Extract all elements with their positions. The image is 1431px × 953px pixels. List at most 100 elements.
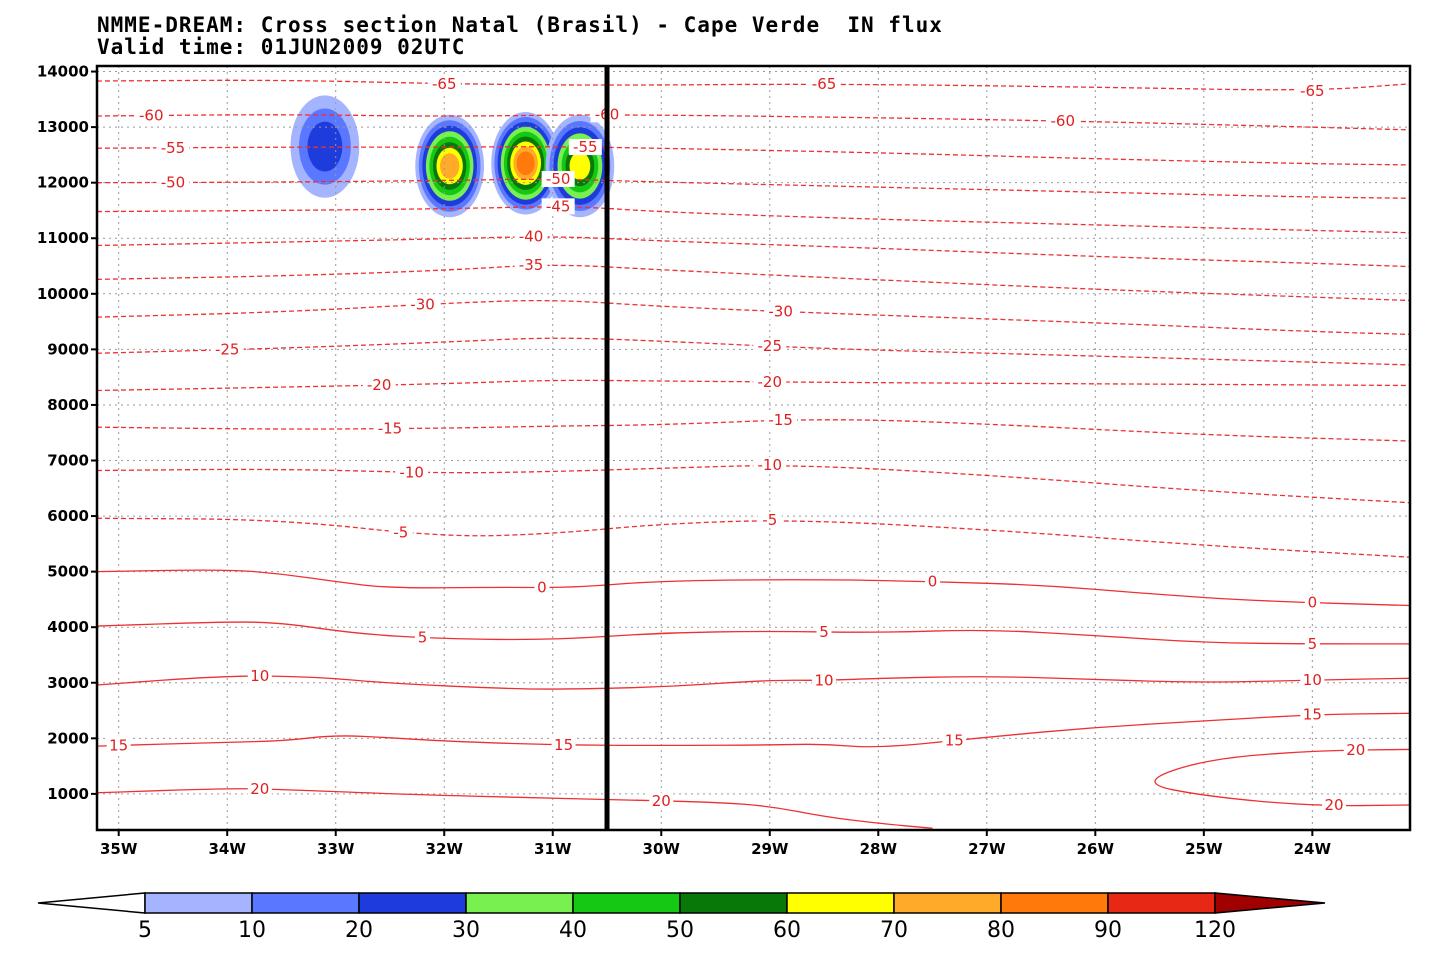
x-tick-label-0: 35W [100,840,138,858]
contour-label-13-1: 0 [928,573,938,591]
contour-label-8-1: -25 [758,337,783,355]
colorbar-label-8: 80 [987,918,1015,943]
contour-label-bg-13-2 [1304,594,1320,611]
contour-label-bg-10-1 [764,412,798,429]
isotherm-1 [97,114,1410,131]
y-tick-label-12: 13000 [37,118,89,136]
contour-label-18-1: 20 [1324,796,1343,814]
contour-label-bg-2-1 [568,139,602,156]
contour-label-bg-0-1 [807,75,841,92]
contour-label-5-0: -40 [519,228,544,246]
contour-label-4-0: -45 [546,197,571,215]
chart-title: NMME-DREAM: Cross section Natal (Brasil)… [97,13,943,37]
y-tick-label-4: 5000 [47,563,89,581]
isotherm-0 [97,79,1410,91]
contour-label-bg-16-0 [106,737,131,754]
colorbar-box-4 [572,892,681,914]
temperature-contours [97,79,1410,829]
isotherm-8 [97,337,1410,366]
x-axis: 35W 34W 33W 32W 31W 30W 29W 28W 27W 26W 25W 24W [100,830,1332,858]
colorbar-box-8 [1000,892,1109,914]
colorbar-box-5 [679,892,788,914]
contour-label-2-0: -55 [161,139,186,157]
contour-label-bg-8-1 [753,338,787,355]
contour-label-bg-17-1 [649,792,674,809]
x-tick-label-4: 31W [534,840,572,858]
contour-label-18-0: 20 [1346,741,1365,759]
isotherm-2 [97,146,1410,166]
contour-label-16-2: 15 [945,732,964,750]
dotted-grid [97,66,1410,830]
contour-label-14-0: 5 [418,629,428,647]
flux-blob-2-level-9 [516,151,535,176]
colorbar-label-7: 70 [880,918,908,943]
contour-label-bg-0-2 [1295,83,1329,100]
contour-label-10-1: -15 [768,411,793,429]
contour-label-bg-12-1 [757,512,782,529]
isotherm-11 [97,465,1410,504]
isotherm-12 [97,517,1410,558]
x-tick-label-2: 33W [317,840,355,858]
colorbar-high-arrow [1214,892,1326,914]
colorbar-label-5: 50 [666,918,694,943]
plot-frame [95,64,1412,832]
contour-label-bg-18-0 [1343,742,1368,759]
contour-label-9-1: -20 [758,373,783,391]
colorbar-box-1 [251,892,360,914]
contour-label-3-1: -50 [546,170,571,188]
contour-label-3-0: -50 [161,173,186,191]
contour-label-15-0: 10 [250,667,269,685]
isotherm-4 [97,206,1410,234]
contour-label-bg-15-2 [1300,671,1325,688]
colorbar-label-1: 10 [238,918,266,943]
flux-blob-1-level-8 [440,153,460,179]
contour-label-11-0: -10 [399,463,424,481]
contour-labels: -65-65-65-60-60-60-55-55-50-50-45-40-35-… [106,75,1368,814]
colorbar-box-3 [465,892,574,914]
contour-label-bg-16-2 [942,732,967,749]
contour-label-bg-0-0 [427,75,461,92]
isotherm-13 [97,569,1410,607]
contour-label-bg-8-0 [210,341,244,358]
contour-label-8-0: -25 [215,341,240,359]
contour-label-13-0: 0 [537,579,547,597]
contour-label-bg-1-0 [134,107,168,124]
contour-label-13-2: 0 [1308,594,1318,612]
contour-label-2-1: -55 [573,138,598,156]
contour-label-10-0: -15 [378,420,403,438]
contour-label-16-1: 15 [554,736,573,754]
x-tick-label-5: 30W [643,840,681,858]
y-tick-label-11: 12000 [37,174,89,192]
contour-label-bg-4-0 [541,198,575,215]
x-tick-label-6: 29W [751,840,789,858]
contour-label-bg-14-2 [1304,635,1320,652]
colorbar-box-6 [786,892,895,914]
isotherm-6 [97,264,1410,302]
isotherm-5 [97,236,1410,268]
y-tick-label-2: 3000 [47,674,89,692]
contour-label-bg-18-1 [1322,796,1347,813]
contour-label-0-1: -65 [812,75,837,93]
contour-label-15-1: 10 [814,672,833,690]
flux-shading [290,95,615,218]
contour-label-bg-2-0 [156,139,190,156]
contour-label-14-1: 5 [819,623,829,641]
colorbar-box-9 [1107,892,1216,914]
contour-label-0-0: -65 [432,75,457,93]
colorbar-low-arrow [37,892,146,914]
contour-label-bg-5-0 [514,228,548,245]
contour-label-9-0: -20 [367,376,392,394]
contour-label-1-2: -60 [1051,112,1076,130]
contour-label-16-0: 15 [109,736,128,754]
colorbar-label-0: 5 [138,918,152,943]
isotherm-10 [97,419,1410,442]
x-tick-label-1: 34W [209,840,247,858]
isotherm-17 [97,788,933,829]
y-tick-label-13: 14000 [37,63,89,81]
contour-label-bg-6-0 [514,257,548,274]
x-tick-label-3: 32W [426,840,464,858]
contour-label-12-1: -5 [762,511,777,529]
y-tick-label-5: 6000 [47,507,89,525]
colorbar-label-3: 30 [452,918,480,943]
contour-label-bg-15-0 [247,667,272,684]
